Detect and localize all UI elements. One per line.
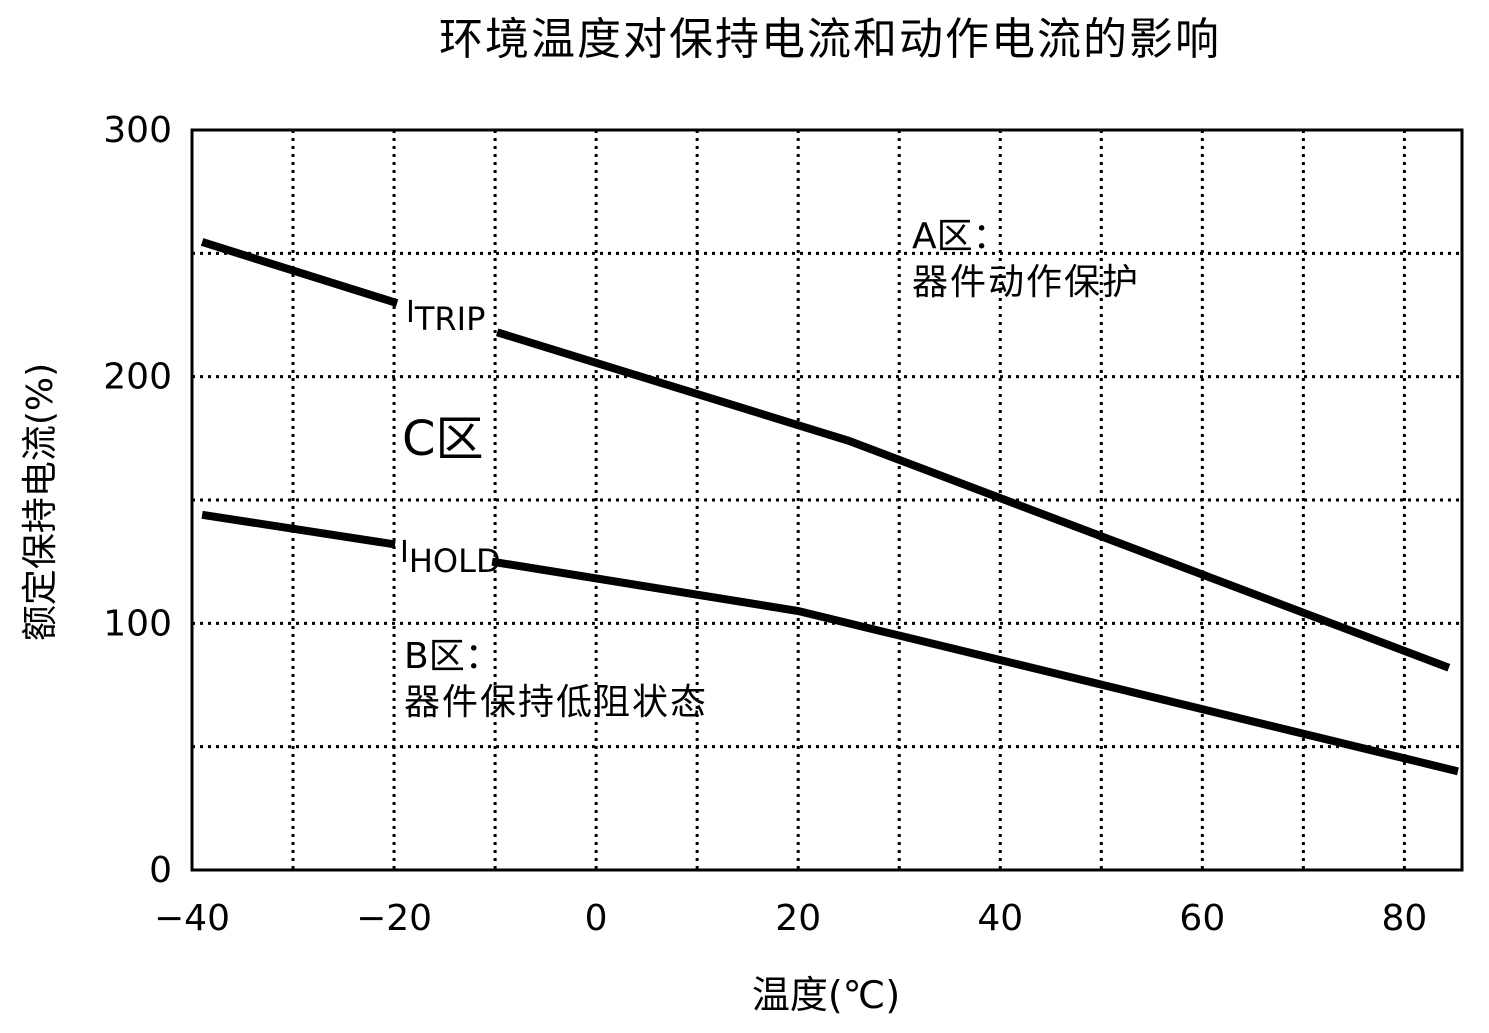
x-tick-label: 40 <box>977 898 1023 939</box>
zone-a-desc: 器件动作保护 <box>912 262 1140 303</box>
zone-b-desc: 器件保持低阻状态 <box>404 682 708 723</box>
tick-labels: −40 −20 0 20 40 60 80 0 100 200 300 <box>103 110 1427 939</box>
x-tick-label: 20 <box>775 898 821 939</box>
series-lines <box>200 238 1459 776</box>
series-line-hold <box>201 510 396 549</box>
x-tick-label: 0 <box>585 898 608 939</box>
x-tick-label: −20 <box>356 898 432 939</box>
x-tick-label: 80 <box>1382 898 1428 939</box>
series-line-trip <box>200 238 399 307</box>
y-tick-label: 100 <box>103 603 172 644</box>
zone-b-title: B区： <box>404 636 501 677</box>
y-axis-label: 额定保持电流(%) <box>20 363 61 641</box>
y-tick-label: 0 <box>149 850 172 891</box>
plot-frame <box>190 128 1464 872</box>
series-label-trip: ITRIP <box>406 295 485 338</box>
x-tick-label: 60 <box>1179 898 1225 939</box>
y-tick-label: 200 <box>103 357 172 398</box>
grid <box>192 130 1462 870</box>
x-tick-label: −40 <box>154 898 230 939</box>
y-tick-label: 300 <box>103 110 172 151</box>
series-label-hold: IHOLD <box>400 535 501 580</box>
series-line-hold <box>491 557 1459 776</box>
zone-c-label: C区 <box>402 411 484 467</box>
chart-title: 环境温度对保持电流和动作电流的影响 <box>439 14 1221 65</box>
series-line-trip <box>495 328 1451 672</box>
x-axis-label: 温度(℃) <box>752 973 900 1017</box>
zone-a-title: A区： <box>912 216 1009 257</box>
